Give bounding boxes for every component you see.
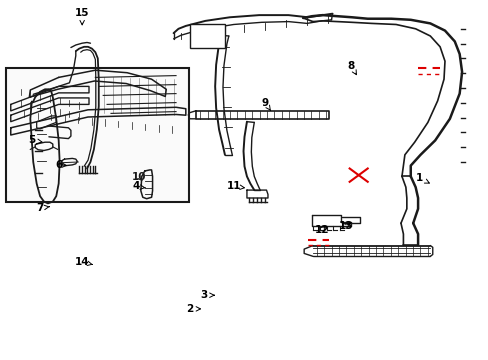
Text: 10: 10 [132, 172, 146, 182]
Text: 14: 14 [75, 257, 92, 267]
Text: 1: 1 [415, 173, 428, 183]
Text: 4: 4 [132, 181, 145, 192]
Text: 12: 12 [314, 225, 328, 235]
Text: 8: 8 [347, 60, 356, 75]
Text: 3: 3 [201, 290, 214, 300]
Text: 15: 15 [75, 8, 89, 25]
Text: 5: 5 [29, 135, 42, 145]
Text: 7: 7 [36, 203, 49, 213]
Text: 9: 9 [261, 98, 270, 111]
Text: 13: 13 [338, 221, 353, 231]
Bar [189, 24, 224, 48]
Text: 6: 6 [55, 160, 66, 170]
Text: 11: 11 [226, 181, 244, 192]
Bar [6, 68, 189, 202]
Text: 2: 2 [186, 304, 200, 314]
